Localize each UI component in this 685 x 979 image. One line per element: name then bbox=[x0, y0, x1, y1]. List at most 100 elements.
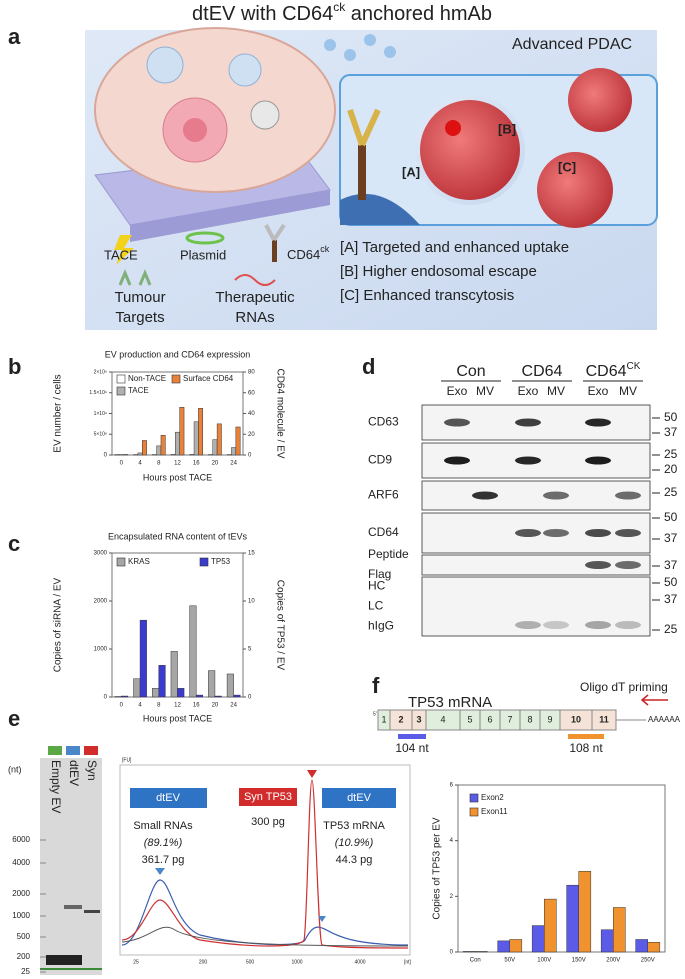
bar bbox=[647, 942, 661, 953]
marker-label: 25 bbox=[664, 447, 678, 461]
tick-label: 3000 bbox=[94, 551, 108, 557]
box-line: TP53 mRNA bbox=[323, 820, 385, 832]
x-tick-label: 250V bbox=[641, 958, 655, 964]
exon-label: 5 bbox=[467, 714, 472, 724]
box-line: 44.3 pg bbox=[336, 854, 373, 866]
x-tick-label: 1000 bbox=[291, 959, 302, 965]
blot-band bbox=[615, 621, 641, 629]
tick-label: 1.5×10⁹ bbox=[89, 390, 107, 396]
x-tick-label: 500 bbox=[246, 959, 255, 965]
amplicon-label: 108 nt bbox=[569, 741, 603, 755]
panel-a-art bbox=[85, 27, 658, 330]
x-tick-label: 150V bbox=[572, 958, 586, 964]
lane-label: Exo bbox=[588, 384, 609, 398]
tick-label: 4 bbox=[450, 838, 454, 844]
legend-label: Non-TACE bbox=[128, 374, 166, 383]
tick-label: 40 bbox=[248, 411, 255, 417]
tick-label: 0 bbox=[248, 453, 252, 459]
bar bbox=[189, 454, 195, 456]
bar bbox=[175, 431, 180, 456]
x-tick-label: 8 bbox=[157, 461, 161, 467]
legend-text: TACE bbox=[104, 247, 138, 262]
bar bbox=[139, 619, 147, 698]
bar bbox=[214, 695, 222, 698]
bar bbox=[462, 951, 476, 953]
group-name: CD64 bbox=[522, 363, 563, 380]
x-tick-label: 4 bbox=[138, 703, 142, 709]
bar bbox=[121, 695, 129, 698]
exon-label: 1 bbox=[381, 714, 386, 724]
panel-f-art bbox=[377, 694, 668, 739]
y-axis-label: Copies of siRNA / EV bbox=[53, 577, 64, 672]
exon-label: 3 bbox=[416, 714, 421, 724]
legend-swatch bbox=[469, 793, 479, 803]
legend-swatch bbox=[469, 807, 479, 817]
bar bbox=[509, 939, 523, 953]
lane-label: Exo bbox=[447, 384, 468, 398]
box-line: 300 pg bbox=[251, 816, 285, 828]
row-label: HC bbox=[368, 579, 386, 593]
bar bbox=[233, 694, 241, 698]
legend-swatch bbox=[116, 374, 126, 384]
marker-label: 37 bbox=[664, 425, 678, 439]
bar bbox=[170, 651, 178, 698]
group-label: Con bbox=[456, 363, 485, 380]
tick-label: 0 bbox=[248, 695, 252, 701]
chart-title: Encapsulated RNA content of tEVs bbox=[108, 531, 248, 541]
legend-label: TP53 bbox=[211, 557, 231, 566]
tick-label: 20 bbox=[248, 432, 255, 438]
row-label: CD63 bbox=[368, 415, 399, 429]
bar bbox=[578, 871, 592, 953]
blot-band bbox=[515, 418, 541, 427]
title-text: anchored hmAb bbox=[345, 3, 492, 25]
route-marker: [B] bbox=[498, 121, 516, 136]
row-label: LC bbox=[368, 599, 384, 613]
box-header: dtEV bbox=[347, 792, 372, 804]
bar bbox=[193, 421, 199, 456]
exon-label: 6 bbox=[487, 714, 492, 724]
panel-label: f bbox=[372, 673, 380, 698]
x-tick-label: 200 bbox=[199, 959, 208, 965]
x-tick-label: 4000 bbox=[354, 959, 365, 965]
bar bbox=[156, 445, 162, 456]
group-label: CD64CK bbox=[586, 361, 641, 381]
marker-label: 37 bbox=[664, 531, 678, 545]
blot-band bbox=[543, 491, 569, 500]
five-prime: 5' bbox=[373, 711, 377, 717]
x-tick-label: 24 bbox=[230, 703, 237, 709]
blot-box bbox=[421, 576, 651, 637]
blot-band bbox=[515, 621, 541, 629]
x-tick-label: 4 bbox=[138, 461, 142, 467]
blot-band bbox=[472, 491, 498, 500]
bar bbox=[208, 670, 216, 698]
ladder-label: 6000 bbox=[12, 835, 30, 844]
legend-swatch bbox=[171, 374, 181, 384]
amplicon bbox=[398, 734, 426, 739]
ladder-label: 2000 bbox=[12, 889, 30, 898]
x-tick-label: 20 bbox=[212, 703, 219, 709]
primer-label: Oligo dT priming bbox=[580, 680, 668, 694]
tick-label: 2×10⁹ bbox=[94, 369, 107, 375]
row-label: hIgG bbox=[368, 619, 394, 633]
legend-text: Targets bbox=[115, 309, 164, 326]
x-tick-label: 16 bbox=[193, 703, 200, 709]
tick-label: 0 bbox=[450, 950, 454, 956]
x-tick-label: 0 bbox=[120, 461, 124, 467]
x-tick-label: Con bbox=[470, 958, 481, 964]
effect-text: [B] Higher endosomal escape bbox=[340, 263, 537, 280]
marker-label: 25 bbox=[664, 622, 678, 636]
row-label: ARF6 bbox=[368, 488, 399, 502]
panel-e-art bbox=[40, 746, 411, 975]
legend-text: RNAs bbox=[235, 309, 274, 326]
tick-label: 5 bbox=[248, 647, 252, 653]
exon-label: 10 bbox=[571, 714, 581, 724]
plot-frame bbox=[457, 784, 666, 953]
blot-band bbox=[585, 418, 611, 427]
figure-title: dtEV with CD64ck anchored hmAb bbox=[192, 0, 492, 25]
lane-label: dtEV bbox=[67, 760, 81, 786]
exon-label: 11 bbox=[599, 714, 609, 724]
legend-label: Exon11 bbox=[481, 807, 508, 816]
x-tick-label: 24 bbox=[230, 461, 237, 467]
exon-label: 2 bbox=[398, 714, 403, 724]
